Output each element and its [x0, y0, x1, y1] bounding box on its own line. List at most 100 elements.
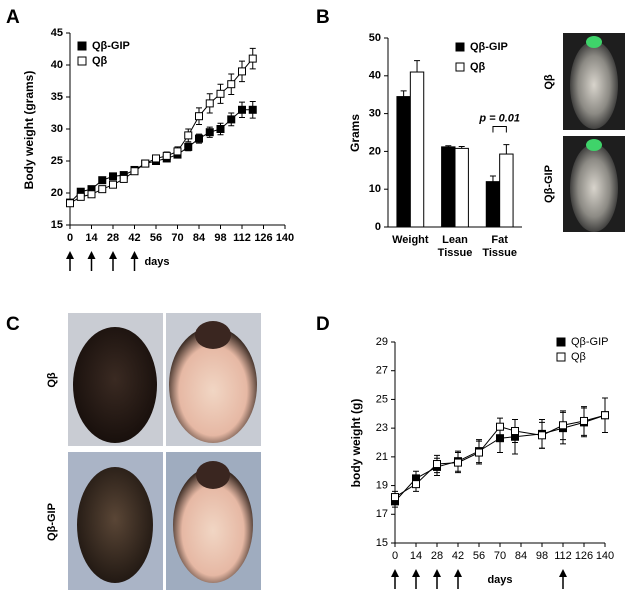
- mouse-head: [195, 321, 231, 349]
- x-tick-label: 28: [431, 550, 443, 562]
- scan-body: [570, 41, 618, 129]
- arrow-head: [130, 251, 139, 259]
- scan-head: [586, 139, 602, 151]
- arrow-head: [454, 569, 462, 577]
- x-axis-label: days: [144, 256, 169, 268]
- chart: 15 20 25 30 35 40 45 Body weight (grams) Qβ-GIP Q…: [22, 27, 294, 271]
- x-tick-label: 140: [596, 550, 614, 562]
- marker: [184, 131, 193, 140]
- mouse: [169, 327, 257, 443]
- y-axis-label: Grams: [348, 114, 362, 152]
- y-tick-label: 21: [376, 451, 388, 463]
- x-tick-label: 70: [494, 550, 506, 562]
- arrow-head: [559, 569, 567, 577]
- marker: [538, 431, 546, 440]
- mouse: [73, 327, 157, 443]
- marker: [475, 448, 483, 457]
- bar: [454, 147, 469, 228]
- x-tick-label: 112: [233, 232, 251, 244]
- x-tick-label: 42: [452, 550, 464, 562]
- x-tick-label: 70: [171, 232, 183, 244]
- mouse: [77, 467, 153, 583]
- arrow-head: [109, 251, 117, 259]
- marker: [216, 89, 225, 98]
- marker: [162, 151, 171, 160]
- scan-body: [570, 144, 618, 232]
- chart: 15 17 19 21 23 25 27 29 body weight (g) Qβ-GIP Qβ 0…: [349, 336, 614, 589]
- arrow-head: [66, 251, 74, 259]
- marker: [76, 192, 85, 201]
- marker: [496, 422, 504, 431]
- marker: [195, 134, 203, 143]
- legend-marker: [455, 62, 465, 72]
- bar: [409, 71, 425, 228]
- y-tick-label: 45: [51, 27, 63, 39]
- series-line: [69, 58, 254, 204]
- legend-marker: [77, 56, 87, 66]
- y-tick-label: 10: [369, 183, 381, 195]
- y-tick-label: 35: [51, 91, 63, 103]
- bar: [499, 153, 514, 228]
- x-tick-label: 126: [575, 550, 593, 562]
- y-tick-label: 25: [51, 155, 63, 167]
- panel-letter: D: [316, 314, 330, 335]
- photo-label: Qβ: [46, 372, 58, 388]
- legend-marker: [556, 337, 566, 347]
- scan-head: [586, 36, 602, 48]
- legend-marker: [77, 41, 87, 51]
- legend-label: Qβ: [92, 55, 108, 67]
- marker: [248, 105, 257, 114]
- y-tick-label: 20: [369, 145, 381, 157]
- y-axis-label: body weight (g): [349, 399, 363, 488]
- y-tick-label: 29: [376, 336, 388, 348]
- error-bar: [503, 144, 510, 155]
- legend-label: Qβ: [571, 351, 586, 363]
- marker: [454, 458, 462, 467]
- x-tick-label: 98: [536, 550, 548, 562]
- marker: [559, 421, 567, 430]
- y-tick-label: 17: [376, 508, 388, 520]
- legend-label: Qβ: [470, 61, 486, 73]
- y-tick-label: 20: [51, 187, 63, 199]
- x-tick-label: 14: [410, 550, 422, 562]
- marker: [119, 174, 128, 183]
- bar: [396, 96, 411, 228]
- y-tick-label: 25: [376, 393, 388, 405]
- marker: [152, 154, 160, 163]
- marker: [227, 80, 236, 89]
- marker: [412, 480, 420, 489]
- marker: [391, 493, 399, 502]
- x-tick-label: 84: [193, 232, 206, 244]
- marker: [141, 159, 150, 168]
- y-axis-label: Body weight (grams): [22, 71, 36, 190]
- arrow-head: [87, 251, 96, 259]
- x-axis-label: days: [487, 574, 512, 586]
- legend-label: Qβ-GIP: [571, 336, 609, 348]
- y-tick-label: 15: [51, 219, 63, 231]
- x-tick-label: Lean Tissue: [438, 234, 473, 259]
- y-tick-label: 50: [369, 32, 381, 44]
- bar: [485, 181, 501, 228]
- annotation: p = 0.01: [478, 112, 520, 124]
- legend-marker: [455, 42, 465, 52]
- marker: [205, 99, 214, 108]
- y-tick-label: 23: [376, 422, 388, 434]
- marker: [511, 427, 519, 436]
- x-tick-label: 84: [515, 550, 527, 562]
- mouse: [173, 467, 253, 583]
- y-tick-label: 40: [369, 70, 381, 82]
- chart: 0 10 20 30 40 50 Grams Qβ-GIP Qβ Weight Lean Tissue…: [348, 32, 522, 259]
- x-tick-label: 126: [254, 232, 272, 244]
- marker: [248, 54, 257, 63]
- marker: [184, 142, 193, 151]
- bar: [441, 146, 456, 228]
- marker: [433, 460, 441, 469]
- x-tick-label: 140: [276, 232, 294, 244]
- photo-label: Qβ-GIP: [46, 503, 58, 541]
- error-bar: [414, 60, 421, 73]
- x-tick-label: 0: [392, 550, 398, 562]
- legend-label: Qβ-GIP: [470, 41, 508, 53]
- arrow-head: [433, 569, 441, 577]
- image-label: Qβ: [543, 74, 555, 90]
